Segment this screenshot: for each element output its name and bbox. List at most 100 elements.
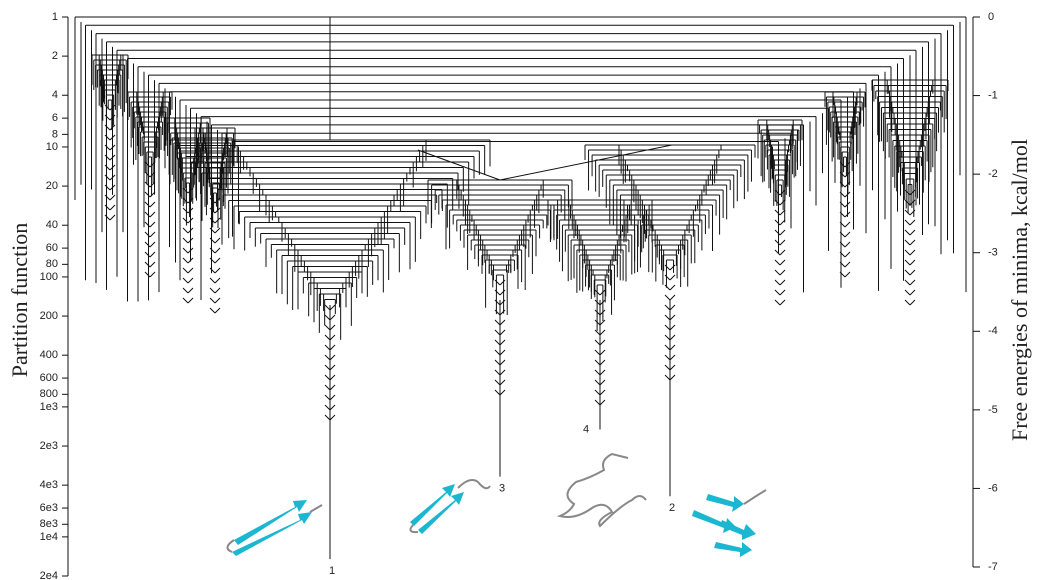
minimum-label: 2 [669, 502, 675, 514]
y-tick-label: 2e4 [40, 570, 58, 580]
tree-branch [664, 324, 671, 331]
tree-branch [909, 199, 916, 206]
tree-branch [494, 349, 501, 356]
tree-branch [329, 304, 336, 311]
tree-branch [594, 389, 601, 396]
tree-branch [144, 171, 151, 178]
y2-tick-label: -5 [988, 404, 998, 416]
tree-branch [182, 237, 189, 244]
tree-branch [109, 204, 116, 211]
tree-branch [109, 194, 116, 201]
structure-1 [226, 500, 323, 556]
y-tick-label: 6e3 [40, 502, 58, 514]
tree-branch [594, 359, 601, 366]
tree-branch [839, 211, 846, 218]
tree-branch [664, 374, 671, 381]
y-tick-label: 40 [46, 219, 58, 231]
tree-branch [664, 334, 671, 341]
tree-branch [494, 379, 501, 386]
tree-branch [329, 414, 336, 421]
tree-branch [187, 237, 194, 244]
tree-branch [839, 261, 846, 268]
y-tick-label: 400 [40, 349, 58, 361]
y2-tick-label: -1 [988, 89, 998, 101]
tree-branch [499, 279, 506, 286]
tree-branch [104, 184, 111, 191]
tree-branch [499, 144, 673, 181]
y-tick-label: 4e3 [40, 479, 58, 491]
y2-tick-label: 0 [988, 11, 994, 23]
tree-branch [187, 197, 194, 204]
tree-branch [182, 217, 189, 224]
tree-branch [182, 227, 189, 234]
y-tick-label: 8e3 [40, 518, 58, 530]
tree-branch [324, 324, 331, 331]
tree-branch [779, 279, 786, 286]
y-tick-label: 1e3 [40, 401, 58, 413]
tree-branch [599, 319, 606, 326]
tree-branch [209, 277, 216, 284]
tree-branch [774, 239, 781, 246]
tree-branch [669, 364, 676, 371]
tree-branch [144, 221, 151, 228]
tree-branch [144, 231, 151, 238]
tree-branch [779, 299, 786, 306]
tree-branch [329, 344, 336, 351]
tree-branch [209, 307, 216, 314]
tree-branch [594, 289, 601, 296]
tree-branch [909, 259, 916, 266]
tree-branch [182, 257, 189, 264]
tree-branch [209, 287, 216, 294]
y-tick-label: 20 [46, 180, 58, 192]
y2-axis-title: Free energies of minima, kcal/mol [1007, 139, 1032, 441]
tree-branch [909, 299, 916, 306]
tree-branch [144, 271, 151, 278]
tree-branch [149, 201, 156, 208]
tree-branch [209, 237, 216, 244]
tree-branch [774, 299, 781, 306]
tree-branch [494, 289, 501, 296]
tree-branch [594, 299, 601, 306]
tree-branch [669, 344, 676, 351]
tree-branch [149, 261, 156, 268]
tree-branch [324, 304, 331, 311]
y2-tick-label: -7 [988, 561, 998, 573]
tree-branch [324, 374, 331, 381]
tree-branch [904, 279, 911, 286]
tree-branch [214, 307, 221, 314]
tree-branch [187, 187, 194, 194]
tree-branch [594, 349, 601, 356]
tree-branch [599, 299, 606, 306]
tree-branch [599, 359, 606, 366]
tree-branch [149, 251, 156, 258]
tree-branch [779, 199, 786, 206]
y-tick-label: 60 [46, 242, 58, 254]
tree-branch [329, 394, 336, 401]
tree-branch [664, 364, 671, 371]
tree-branch [144, 181, 151, 188]
minimum-label: 4 [583, 423, 589, 435]
tree-branch [324, 334, 331, 341]
tree-branch [594, 339, 601, 346]
tree-branch [669, 324, 676, 331]
tree-branch [209, 197, 216, 204]
tree-branch [109, 164, 116, 171]
tree-branch [494, 309, 501, 316]
tree-branch [182, 207, 189, 214]
y-tick-label: 2 [52, 50, 58, 62]
tree-branch [904, 199, 911, 206]
tree-branch [499, 349, 506, 356]
tree-branch [904, 269, 911, 276]
tree-branch [109, 154, 116, 161]
tree-branch [214, 287, 221, 294]
tree-branch [499, 319, 506, 326]
tree-branch [909, 249, 916, 256]
tree-branch [499, 299, 506, 306]
tree-branch [779, 249, 786, 256]
tree-branch [329, 364, 336, 371]
tree-branch [779, 219, 786, 226]
tree-branch [774, 219, 781, 226]
tree-branch [214, 207, 221, 214]
tree-branch [324, 394, 331, 401]
tree-branch [844, 231, 851, 238]
